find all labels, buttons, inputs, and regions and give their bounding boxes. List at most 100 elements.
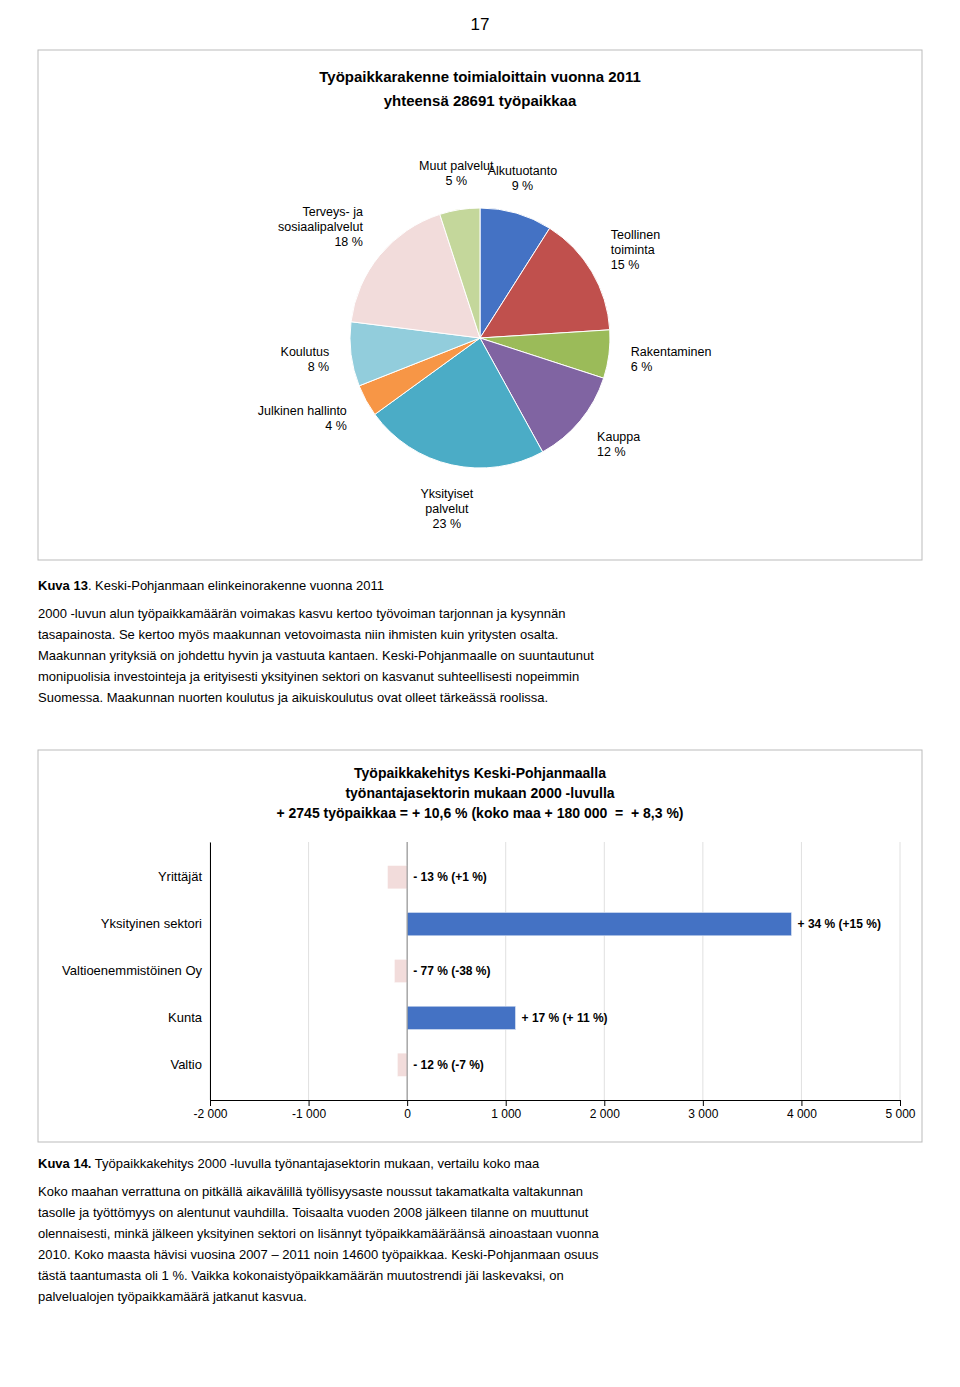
pie-slice [440,208,480,338]
tick: Valtioenemmistöinen Oy [62,963,210,978]
caption-label: Kuva 14. [38,1156,91,1171]
pie: Alkutuotanto9 % Teollinentoiminta15 % Rake… [258,159,712,531]
pie-label: Alkutuotanto9 % [488,164,558,193]
pie-slice [480,228,610,338]
bar [394,959,407,982]
pie-label: Kauppa12 % [597,430,640,459]
pie-label: Rakentaminen6 % [631,345,712,374]
tick-mark [407,1100,408,1106]
tick-label: -1 000 [292,1107,326,1121]
pie-label: Muut palvelut5 % [419,159,494,188]
data-label: - 77 % (-38 %) [413,964,490,978]
tick: -1 000 [292,1100,326,1121]
paragraph-line: 2000 -luvun alun työpaikkamäärän voimaka… [38,606,566,621]
pie-label-value: 4 % [325,419,347,433]
tick: -2 000 [193,1100,227,1121]
tick-label: 5 000 [885,1107,915,1121]
tick-label: Valtioenemmistöinen Oy [62,963,202,978]
bar [387,865,407,888]
grid [210,842,900,1100]
tick-mark [210,1100,211,1106]
pie-label-category: Kauppa [597,430,640,444]
paragraph-line: olennaisesti, minkä jälkeen yksityinen s… [38,1226,600,1241]
pie-label-category: Yksityiset [420,487,473,501]
chart-title: työnantajasektorin mukaan 2000 -luvulla [345,785,614,801]
chart-frame [38,750,922,1142]
tick: 5 000 [885,1100,915,1121]
bar [397,1053,407,1076]
pie-label-category: Rakentaminen [631,345,712,359]
grid-line [801,842,802,1100]
tick-mark [506,1100,507,1106]
paragraph-line: palvelualojen työpaikkamäärä jatkanut ka… [38,1289,307,1304]
chart-frame [38,50,922,560]
tick-label: 0 [404,1107,411,1121]
tick: Yrittäjät [158,869,210,884]
tick-label: 4 000 [787,1107,817,1121]
chart-title: Työpaikkakehitys Keski-Pohjanmaalla [354,765,606,781]
pie-label-category: Muut palvelut [419,159,494,173]
paragraph-line: monipuolisia investointeja ja erityisest… [38,669,579,684]
bar [407,1006,515,1029]
pie-label-category: palvelut [425,502,469,516]
data-label: - 13 % (+1 %) [413,870,487,884]
tick-label: 2 000 [590,1107,620,1121]
tick: 1 000 [491,1100,521,1121]
chart-title: + 2745 työpaikkaa = + 10,6 % (koko maa +… [276,805,683,821]
tick: 4 000 [787,1100,817,1121]
axis-line [211,1101,901,1107]
paragraph: 2000 -luvun alun työpaikkamäärän voimaka… [38,606,594,705]
grid-line [604,842,605,1100]
grid-line [210,842,211,1100]
pie-label-category: Terveys- ja [302,205,362,219]
tick-mark [703,1100,704,1106]
grid-line [900,842,901,1100]
paragraph: Koko maahan verrattuna on pitkällä aikav… [38,1184,600,1304]
grid-line [308,842,309,1100]
tick-mark [900,1100,901,1106]
data-label: - 12 % (-7 %) [413,1058,484,1072]
caption-text: Työpaikkakehitys 2000 -luvulla työnantaj… [91,1156,540,1171]
grid-line [505,842,506,1100]
paragraph-line: tasolle ja työttömyys on alentunut vauhd… [38,1205,589,1220]
tick-label: -2 000 [193,1107,227,1121]
tick-label: Kunta [168,1010,203,1025]
pie-label: Yksityisetpalvelut23 % [420,487,473,531]
pie-label: Julkinen hallinto4 % [258,404,347,433]
tick-label: 3 000 [688,1107,718,1121]
pie-label-value: 5 % [445,174,467,188]
tick-mark [801,1100,802,1106]
pie-label-category: Teollinen [611,228,660,242]
tick: Valtio [170,1057,210,1072]
pie-label-value: 15 % [611,258,640,272]
pie-label-value: 12 % [597,445,626,459]
tick-mark [604,1100,605,1106]
pie-label-category: Koulutus [281,345,330,359]
tick-label: Yksityinen sektori [101,916,202,931]
chart-title: Työpaikkarakenne toimialoittain vuonna 2… [319,68,641,85]
tick-label: 1 000 [491,1107,521,1121]
caption: Kuva 13. Keski-Pohjanmaan elinkeinoraken… [38,578,384,593]
tick-mark [309,1100,310,1106]
paragraph-line: tästä taantumasta oli 1 %. Vaikka kokona… [38,1268,564,1283]
paragraph-line: tasapainosta. Se kertoo myös maakunnan v… [38,627,558,642]
page-number: 17 [471,15,490,34]
tick: 2 000 [590,1100,620,1121]
pie-label: Koulutus8 % [281,345,330,374]
chart-title: yhteensä 28691 työpaikkaa [384,92,577,109]
paragraph-line: Suomessa. Maakunnan nuorten koulutus ja … [38,690,548,705]
data-label: + 34 % (+15 %) [798,917,881,931]
pie-label-category: Alkutuotanto [488,164,558,178]
pie-label-category: toiminta [611,243,655,257]
paragraph-line: Koko maahan verrattuna on pitkällä aikav… [38,1184,583,1199]
paragraph-line: 2010. Koko maasta hävisi vuosina 2007 – … [38,1247,599,1262]
pie-label-category: Julkinen hallinto [258,404,347,418]
pie-label: Terveys- jasosiaalipalvelut18 % [278,205,363,249]
caption-label: Kuva 13 [38,578,88,593]
caption-text: . Keski-Pohjanmaan elinkeinorakenne vuon… [88,578,384,593]
data-label: + 17 % (+ 11 %) [522,1011,608,1025]
tick-label: Yrittäjät [158,869,202,884]
axis-line [210,843,211,1101]
tick: 3 000 [688,1100,718,1121]
tick: Yksityinen sektori [101,916,210,931]
